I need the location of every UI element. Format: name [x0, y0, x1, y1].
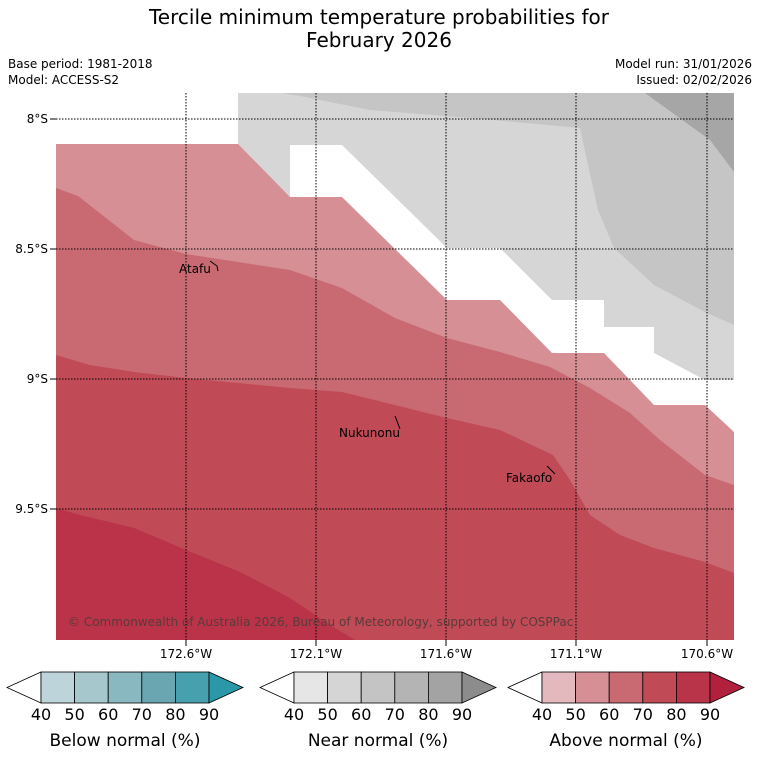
legend-near-swatch	[293, 671, 328, 704]
legend-near-tick-label: 80	[418, 705, 438, 724]
place-label-atafu: Atafu	[179, 262, 211, 276]
legend-above-swatch	[642, 671, 677, 704]
legend-label-above: Above normal (%)	[549, 731, 703, 751]
legend-below-swatch	[107, 671, 143, 704]
legend-above-tick-label: 80	[666, 705, 686, 724]
legend-near-tick-label: 60	[351, 705, 371, 724]
model-run: Model run: 31/01/2026	[614, 57, 752, 71]
legend-above-swatch	[676, 671, 711, 704]
lon-label: 170.6°W	[681, 647, 733, 661]
nukunonu-marker	[394, 415, 401, 430]
legend-near-tick-label: 70	[385, 705, 405, 724]
legend-near-left-arrow	[259, 671, 295, 704]
legend-above-tick-label: 50	[565, 705, 585, 724]
meta-left: Base period: 1981-2018 Model: ACCESS-S2	[8, 56, 153, 88]
tick-marks	[50, 118, 708, 646]
lon-label: 172.1°W	[290, 647, 342, 661]
legend-above-right-arrow	[709, 671, 745, 704]
map-plot-area: 8°S 8.5°S 9°S 9.5°S 172.6°W 172.1°W 171.…	[15, 93, 734, 661]
copyright-notice: © Commonwealth of Australia 2026, Bureau…	[68, 615, 573, 629]
legend-above-tick-label: 70	[633, 705, 653, 724]
legend-below-swatch	[40, 671, 75, 704]
legend-group: 40 50 60 70 80 90 40 50 60 70 80 90 40 50 60 70 80 90	[6, 671, 745, 724]
legend-near-tick-label: 90	[452, 705, 472, 724]
place-label-nukunonu: Nukunonu	[339, 426, 400, 440]
legend-below-swatch	[141, 671, 176, 704]
legend-below-left-arrow	[6, 671, 42, 704]
legend-above-swatch	[608, 671, 644, 704]
lon-label: 172.6°W	[160, 647, 212, 661]
fakaofo-marker	[546, 465, 556, 475]
lat-label: 9.5°S	[15, 502, 48, 516]
lon-label: 171.1°W	[550, 647, 602, 661]
map-title-line1: Tercile minimum temperature probabilitie…	[148, 5, 610, 29]
legend-above-swatch	[575, 671, 610, 704]
lat-label: 8.5°S	[15, 242, 48, 256]
base-period: Base period: 1981-2018	[8, 57, 153, 71]
legend-label-below: Below normal (%)	[49, 731, 201, 751]
legend-near-swatch	[360, 671, 396, 704]
legend-below-tick-label: 80	[165, 705, 185, 724]
lon-label: 171.6°W	[420, 647, 472, 661]
legend-below-tick-label: 40	[31, 705, 51, 724]
legend-label-near: Near normal (%)	[307, 731, 449, 751]
legend-below-tick-label: 60	[98, 705, 118, 724]
gridlines	[56, 93, 734, 640]
legend-above-tick-label: 90	[700, 705, 720, 724]
legend-below-swatch	[174, 671, 210, 704]
legend-below-tick-label: 50	[64, 705, 84, 724]
near-normal-region-70	[645, 93, 734, 172]
legend-above-tick-label: 60	[599, 705, 619, 724]
legend-above-tick-label: 40	[532, 705, 552, 724]
atafu-marker	[216, 265, 219, 272]
model-name: Model: ACCESS-S2	[8, 73, 120, 87]
legend-near-swatch	[427, 671, 463, 704]
legend-near-right-arrow	[461, 671, 497, 704]
legend-above-left-arrow	[507, 671, 543, 704]
legend-below-tick-label: 70	[132, 705, 152, 724]
legend-below-swatch	[74, 671, 109, 704]
lat-label: 8°S	[27, 112, 48, 126]
atafu-marker	[209, 260, 218, 267]
map-title-line2: February 2026	[306, 28, 452, 52]
legend-below-tick-label: 90	[199, 705, 219, 724]
legend-near-tick-label: 40	[284, 705, 304, 724]
legend-near-tick-label: 50	[317, 705, 337, 724]
place-label-fakaofo: Fakaofo	[506, 471, 552, 485]
legend-below-right-arrow	[208, 671, 244, 704]
near-normal-region-60	[282, 93, 734, 325]
legend-near-swatch	[394, 671, 429, 704]
issued-date: Issued: 02/02/2026	[636, 73, 752, 87]
legend-above-swatch	[541, 671, 576, 704]
legend-near-swatch	[327, 671, 362, 704]
above-normal-region-80	[56, 508, 355, 640]
lat-label: 9°S	[27, 372, 48, 386]
meta-right: Model run: 31/01/2026 Issued: 02/02/2026	[615, 56, 752, 88]
